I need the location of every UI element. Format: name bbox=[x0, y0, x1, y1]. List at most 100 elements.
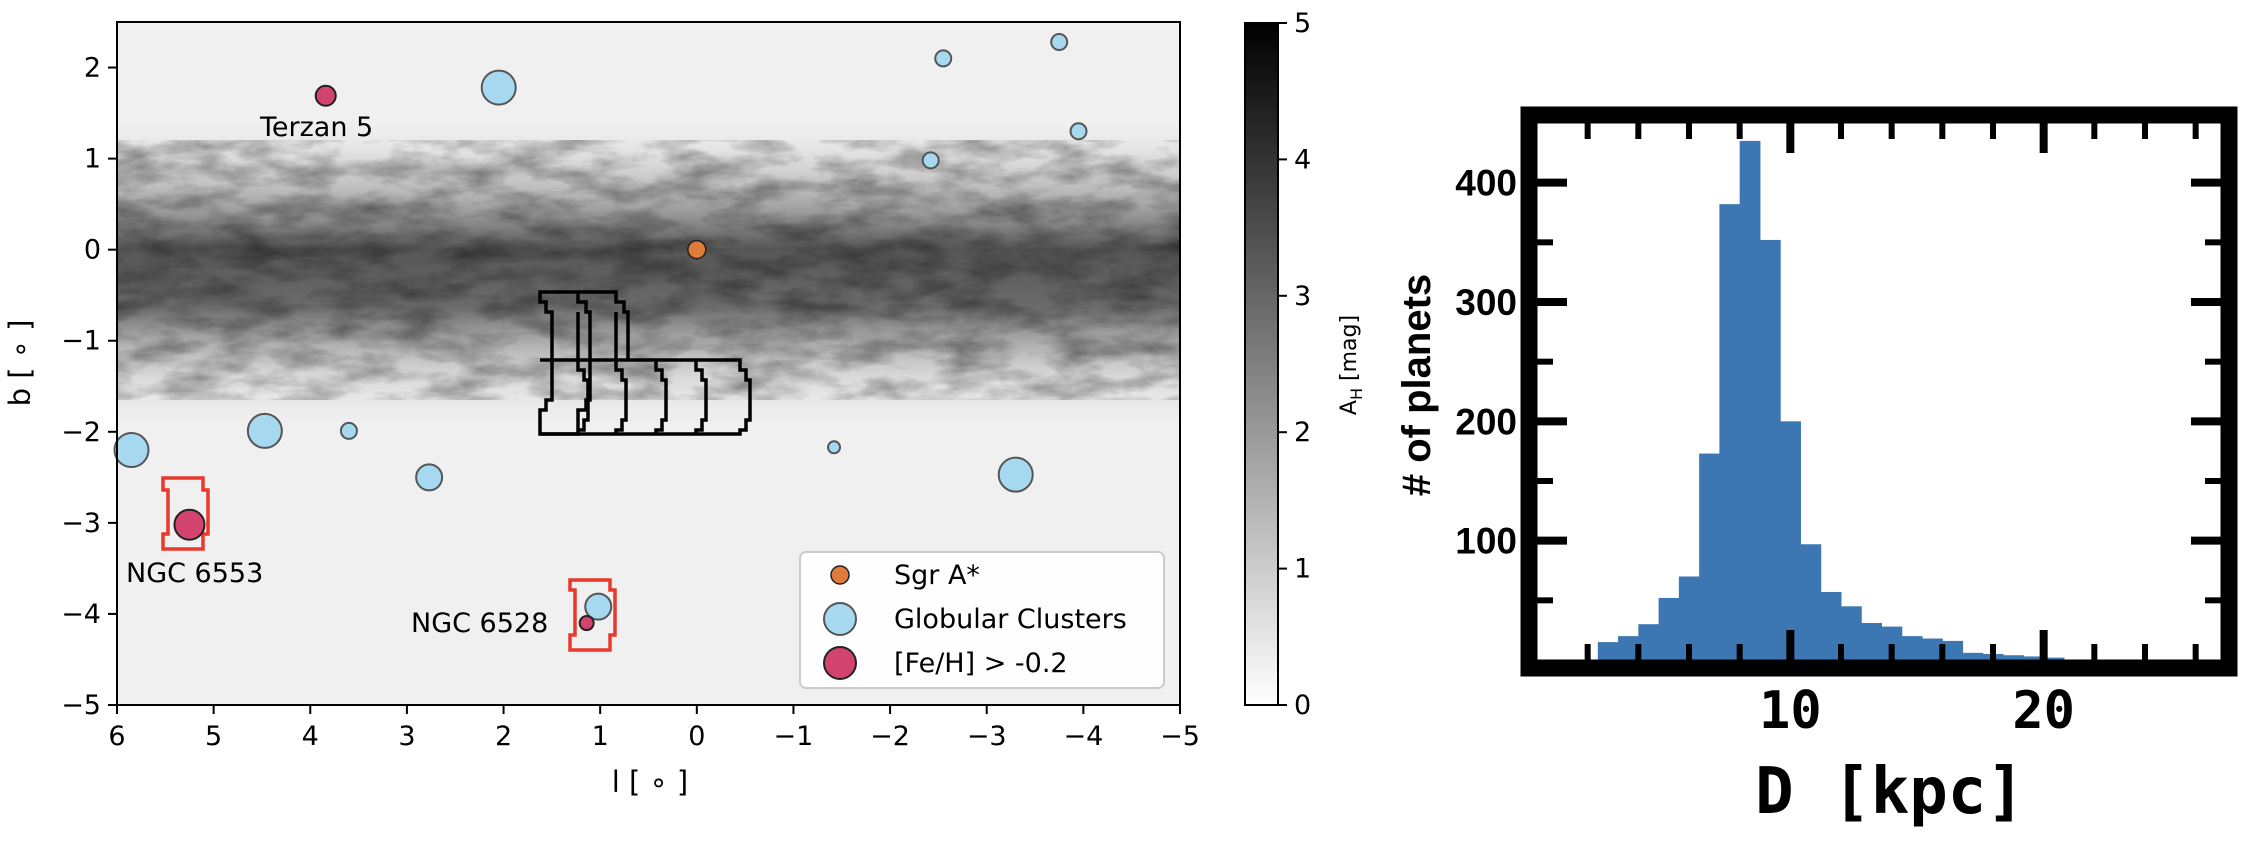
map-x-tick-label: −4 bbox=[1063, 721, 1103, 752]
ngc6553-field bbox=[161, 476, 210, 551]
histogram-y-tick-label: 100 bbox=[1455, 521, 1517, 562]
survey-field bbox=[614, 360, 628, 434]
distance-histogram-panel: 100 200 300 400 10 20 # of planets D [kpc] bbox=[1395, 106, 2238, 829]
map-y-tick-label: 1 bbox=[84, 144, 101, 175]
map-x-tick-label: 5 bbox=[205, 721, 222, 752]
histogram-y-tick-label: 200 bbox=[1455, 401, 1517, 442]
map-x-tick-labels: 6 5 4 3 2 1 0 −1 −2 −3 −4 −5 bbox=[108, 721, 1200, 752]
legend-marker-globular-clusters bbox=[823, 602, 857, 636]
histogram-bar bbox=[1841, 606, 1862, 660]
globular-cluster-marker bbox=[827, 440, 842, 455]
histogram-bar bbox=[1780, 421, 1801, 660]
histogram-bar bbox=[1719, 204, 1741, 660]
map-y-tick-label: −4 bbox=[61, 599, 101, 630]
legend-marker-sgra bbox=[830, 565, 850, 585]
histogram-bar bbox=[1618, 636, 1639, 660]
map-axes-ticks bbox=[108, 66, 1181, 714]
colorbar-tick-label: 0 bbox=[1294, 690, 1311, 721]
globular-cluster-marker bbox=[415, 463, 444, 492]
globular-cluster-marker bbox=[246, 412, 283, 449]
map-x-tick-label: −2 bbox=[870, 721, 910, 752]
map-x-tick-label: −3 bbox=[967, 721, 1007, 752]
colorbar-gradient bbox=[1244, 22, 1279, 706]
annotation-terzan5: Terzan 5 bbox=[259, 112, 373, 143]
ngc6528-field bbox=[568, 578, 617, 652]
legend-box bbox=[799, 551, 1165, 689]
survey-fields-red bbox=[161, 476, 617, 652]
histogram-bar bbox=[1759, 239, 1781, 661]
colorbar-label: AH [mag] bbox=[1337, 315, 1366, 415]
map-x-tick-label: 6 bbox=[108, 721, 125, 752]
histogram-bar bbox=[2003, 655, 2024, 660]
histogram-bar bbox=[1658, 597, 1680, 660]
survey-field bbox=[654, 360, 668, 434]
legend-label-metal-rich: [Fe/H] > -0.2 bbox=[894, 648, 1068, 679]
map-x-axis-label: l [ ∘ ] bbox=[612, 765, 689, 799]
histogram-y-tick-labels: 100 200 300 400 bbox=[1455, 163, 1517, 562]
map-y-tick-label: −2 bbox=[61, 417, 101, 448]
histogram-bar bbox=[1597, 642, 1619, 660]
map-y-tick-labels: 2 1 0 −1 −2 −3 −4 −5 bbox=[61, 53, 101, 721]
colorbar-tick-label: 5 bbox=[1294, 8, 1311, 39]
map-legend: Sgr A* Globular Clusters [Fe/H] > -0.2 bbox=[799, 551, 1165, 689]
map-x-tick-label: 0 bbox=[688, 721, 705, 752]
histogram-bar bbox=[1699, 453, 1720, 660]
map-x-tick-label: −5 bbox=[1160, 721, 1200, 752]
globular-cluster-marker bbox=[480, 69, 517, 106]
colorbar-tick-label: 1 bbox=[1294, 554, 1311, 585]
histogram-ticks bbox=[1537, 123, 2221, 660]
map-x-tick-label: 2 bbox=[495, 721, 512, 752]
map-y-tick-label: −1 bbox=[61, 326, 101, 357]
histogram-bars bbox=[1597, 140, 2065, 661]
map-x-tick-label: 4 bbox=[302, 721, 319, 752]
histogram-bar bbox=[1901, 636, 1923, 660]
map-x-tick-label: −1 bbox=[774, 721, 814, 752]
extinction-background bbox=[117, 22, 1180, 705]
map-x-tick-label: 1 bbox=[592, 721, 609, 752]
globular-cluster-marker bbox=[921, 151, 940, 170]
metal-rich-cluster-marker bbox=[173, 508, 206, 541]
globular-cluster-marker bbox=[339, 421, 358, 440]
metal-rich-cluster-marker bbox=[578, 615, 595, 632]
histogram-bar bbox=[1638, 624, 1660, 660]
survey-fields-black bbox=[538, 290, 752, 436]
metal-rich-cluster-marker bbox=[314, 84, 337, 107]
histogram-y-tick-label: 300 bbox=[1455, 282, 1517, 323]
histogram-x-axis-label: D [kpc] bbox=[1755, 755, 2025, 829]
histogram-bar bbox=[1861, 623, 1883, 660]
survey-field bbox=[576, 360, 590, 432]
globular-cluster-marker bbox=[1050, 33, 1069, 52]
map-y-tick-label: −3 bbox=[61, 508, 101, 539]
histogram-x-tick-label: 20 bbox=[2012, 681, 2075, 741]
histogram-bar bbox=[1678, 576, 1700, 660]
sgra-marker bbox=[687, 239, 707, 260]
histogram-bar bbox=[1962, 652, 1984, 660]
histogram-bar bbox=[2023, 656, 2045, 660]
globular-cluster-marker bbox=[997, 456, 1034, 493]
histogram-y-axis-label: # of planets bbox=[1395, 274, 1439, 496]
histogram-bar bbox=[1922, 638, 1943, 660]
histogram-bar bbox=[2043, 657, 2065, 660]
globular-cluster-marker bbox=[113, 432, 150, 469]
map-frame bbox=[116, 21, 1181, 706]
globular-cluster-marker bbox=[934, 49, 953, 68]
map-y-tick-label: 0 bbox=[84, 235, 101, 266]
map-x-tick-label: 3 bbox=[398, 721, 415, 752]
extinction-map-panel: 6 5 4 3 2 1 0 −1 −2 −3 −4 −5 2 1 0 −1 −2 −3 −4 −5 Terzan 5… bbox=[3, 21, 1200, 799]
legend-marker-metal-rich bbox=[823, 646, 857, 680]
colorbar-tick-label: 3 bbox=[1294, 281, 1311, 312]
colorbar-ticks: 0 1 2 3 4 5 bbox=[1278, 8, 1311, 721]
map-y-tick-label: −5 bbox=[61, 690, 101, 721]
survey-field bbox=[576, 312, 618, 360]
annotation-ngc6553: NGC 6553 bbox=[126, 558, 263, 589]
histogram-bar bbox=[1800, 544, 1822, 660]
histogram-y-tick-label: 400 bbox=[1455, 163, 1517, 204]
histogram-bar bbox=[1739, 140, 1761, 660]
survey-field bbox=[578, 290, 630, 360]
histogram-x-tick-label: 10 bbox=[1759, 681, 1822, 741]
survey-field bbox=[540, 358, 752, 436]
globular-cluster-marker bbox=[1069, 122, 1088, 141]
map-y-axis-label: b [ ∘ ] bbox=[3, 320, 37, 407]
colorbar: 0 1 2 3 4 5 AH [mag] bbox=[1244, 8, 1366, 721]
